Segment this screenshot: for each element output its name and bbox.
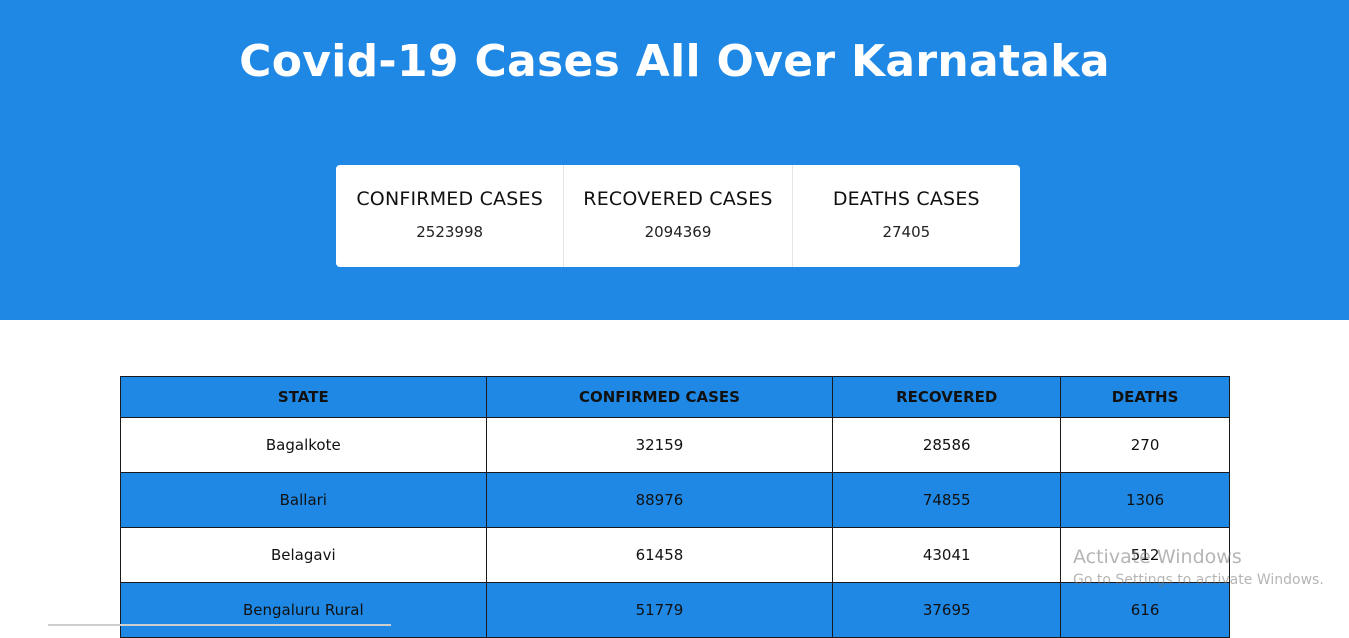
stat-label: RECOVERED CASES [583,188,773,210]
confirmed-cell: 61458 [485,527,834,583]
deaths-cell: 270 [1060,417,1230,473]
cases-table: STATE CONFIRMED CASES RECOVERED DEATHS B… [120,376,1230,638]
recovered-cell: 28586 [832,417,1062,473]
summary-card: CONFIRMED CASES 2523998 RECOVERED CASES … [336,165,1020,267]
state-cell: Bagalkote [120,417,487,473]
deaths-cell: 616 [1060,582,1230,638]
recovered-cell: 37695 [832,582,1062,638]
horizontal-scrollbar[interactable] [48,624,391,626]
activate-windows-watermark: Activate Windows Go to Settings to activ… [1073,546,1324,588]
table-row: Bengaluru Rural 51779 37695 616 [120,582,1230,638]
column-header-deaths: DEATHS [1060,376,1230,418]
table-header-row: STATE CONFIRMED CASES RECOVERED DEATHS [120,376,1230,418]
confirmed-cell: 32159 [485,417,834,473]
deaths-cell: 1306 [1060,472,1230,528]
state-cell: Ballari [120,472,487,528]
column-header-recovered: RECOVERED [832,376,1062,418]
table-row: Bagalkote 32159 28586 270 [120,417,1230,473]
stat-value: 2523998 [416,223,484,241]
column-header-state: STATE [120,376,487,418]
column-header-confirmed: CONFIRMED CASES [485,376,834,418]
stat-value: 27405 [882,223,931,241]
stat-label: DEATHS CASES [832,188,980,210]
table-row: Belagavi 61458 43041 512 [120,527,1230,583]
stat-label: CONFIRMED CASES [356,188,543,210]
stat-value: 2094369 [644,223,712,241]
watermark-subtitle: Go to Settings to activate Windows. [1073,572,1324,588]
deaths-cases-stat: DEATHS CASES 27405 [793,165,1020,267]
state-cell: Bengaluru Rural [120,582,487,638]
hero-banner: Covid-19 Cases All Over Karnataka CONFIR… [0,0,1349,320]
table-row: Ballari 88976 74855 1306 [120,472,1230,528]
watermark-title: Activate Windows [1073,546,1242,568]
recovered-cases-stat: RECOVERED CASES 2094369 [564,165,793,267]
page-title: Covid-19 Cases All Over Karnataka [239,36,1110,87]
state-cell: Belagavi [120,527,487,583]
recovered-cell: 74855 [832,472,1062,528]
deaths-cell: 512 [1060,527,1230,583]
confirmed-cell: 51779 [485,582,834,638]
confirmed-cases-stat: CONFIRMED CASES 2523998 [336,165,565,267]
recovered-cell: 43041 [832,527,1062,583]
confirmed-cell: 88976 [485,472,834,528]
